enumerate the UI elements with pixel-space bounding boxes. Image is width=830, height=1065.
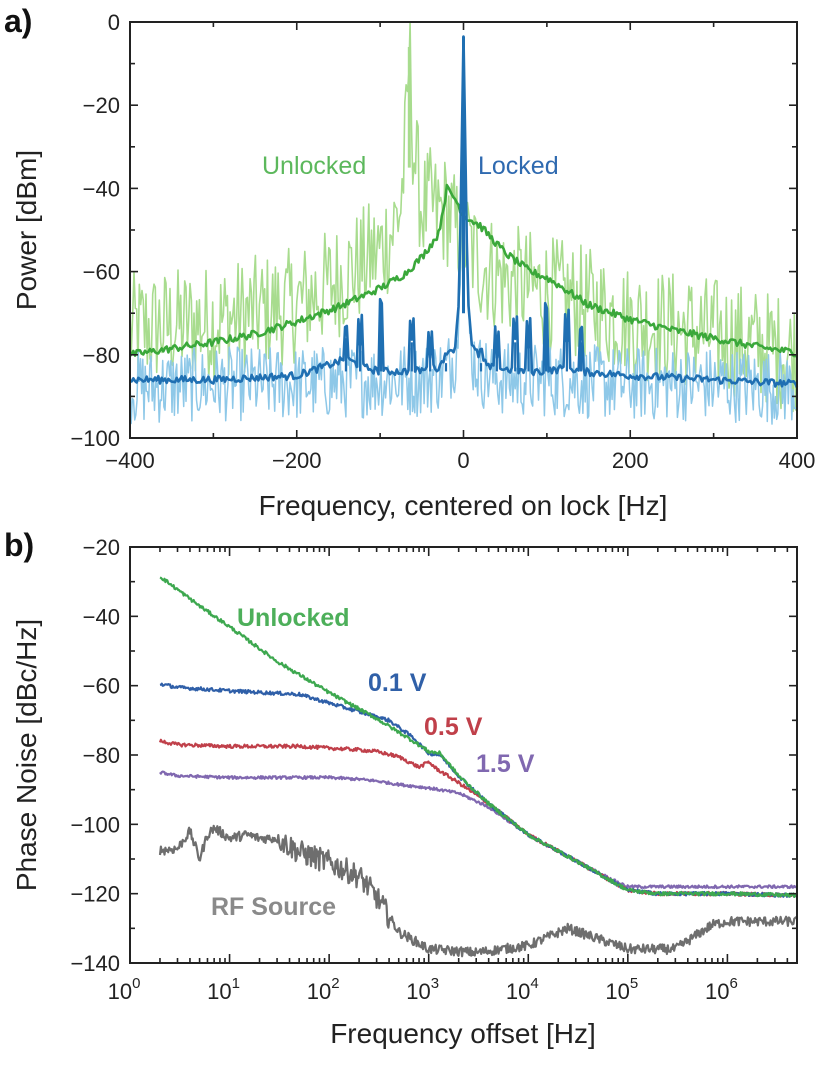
a-xtick-label: 400 [779, 448, 816, 473]
panel-a-label: a) [4, 3, 32, 39]
a-xtick-label: −200 [272, 448, 322, 473]
b-ytick-label: −140 [70, 951, 120, 976]
unlocked-annotation: Unlocked [262, 152, 366, 180]
0-5v-label: 0.5 V [424, 713, 483, 741]
b-ytick-label: −100 [70, 812, 120, 837]
panel-b-xlabel: Frequency offset [Hz] [330, 1018, 596, 1049]
panel-a-ticks: −400 −200 0 200 400 0 −20 −40 −60 −80 −100 [70, 10, 815, 473]
phase-noise-series-3 [159, 770, 798, 890]
1-5v-label: 1.5 V [476, 750, 535, 778]
b-xtick-exponent: 5 [630, 975, 638, 992]
a-ytick-label: −80 [83, 343, 120, 368]
b-xtick-exponent: 0 [132, 975, 140, 992]
a-ytick-label: −40 [83, 176, 120, 201]
a-ytick-label: 0 [108, 10, 120, 35]
rf-source-label: RF Source [211, 893, 336, 921]
a-xtick-label: 0 [457, 448, 469, 473]
a-xtick-label: 200 [612, 448, 649, 473]
b-xtick-exponent: 2 [331, 975, 339, 992]
phase-noise-series-4 [158, 824, 798, 958]
panel-b-ticks: 100 101 102 103 104 105 106−20−40−60−80−100−12… [70, 535, 798, 1004]
panel-a-xlabel: Frequency, centered on lock [Hz] [259, 490, 668, 521]
b-xtick-exponent: 4 [530, 975, 538, 992]
a-ytick-label: −100 [70, 426, 120, 451]
b-ytick-label: −120 [70, 882, 120, 907]
a-xtick-label: −400 [105, 448, 155, 473]
b-xtick-label: 100 [108, 975, 141, 1004]
b-xtick-label: 105 [605, 975, 638, 1004]
b-xtick-label: 101 [207, 975, 240, 1004]
panel-b-ylabel: Phase Noise [dBc/Hz] [11, 619, 42, 891]
panel-a-ylabel: Power [dBm] [11, 150, 42, 310]
panel-a: a) −400 −200 0 200 400 0 −20 −40 −60 −80 −100 Powe… [4, 3, 815, 521]
b-xtick-label: 103 [406, 975, 439, 1004]
b-xtick-exponent: 6 [729, 975, 737, 992]
b-xtick-exponent: 1 [232, 975, 240, 992]
panel-a-series [128, 21, 799, 425]
b-ytick-label: −80 [83, 743, 120, 768]
b-xtick-exponent: 3 [431, 975, 439, 992]
locked-annotation: Locked [478, 152, 559, 180]
b-xtick-label: 104 [506, 975, 539, 1004]
a-ytick-label: −20 [83, 93, 120, 118]
panel-b: b) 100 101 102 103 104 105 106−20−40−60−80−100… [4, 527, 798, 1049]
b-ytick-label: −60 [83, 674, 120, 699]
b-ytick-label: −20 [83, 535, 120, 560]
b-xtick-label: 102 [307, 975, 340, 1004]
phase-noise-series-0 [159, 576, 798, 898]
unlocked-label: Unlocked [237, 604, 350, 632]
panel-b-series [158, 576, 798, 958]
panel-b-label: b) [4, 527, 34, 563]
b-xtick-label: 106 [705, 975, 738, 1004]
b-ytick-label: −40 [83, 604, 120, 629]
0-1v-label: 0.1 V [368, 669, 427, 697]
a-ytick-label: −60 [83, 260, 120, 285]
